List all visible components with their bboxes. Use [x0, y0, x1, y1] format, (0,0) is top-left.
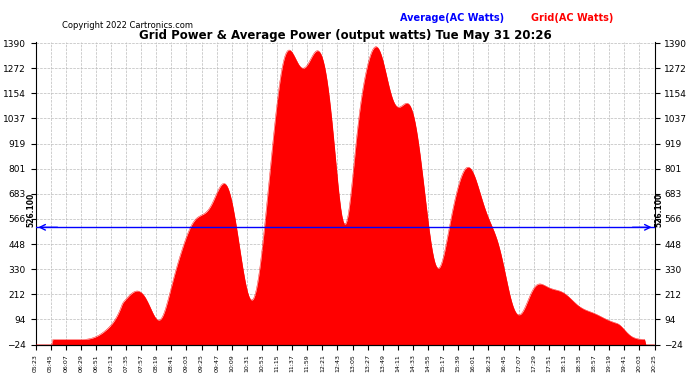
Title: Grid Power & Average Power (output watts) Tue May 31 20:26: Grid Power & Average Power (output watts…: [139, 29, 551, 42]
Text: 526.100: 526.100: [655, 193, 664, 227]
Text: Average(AC Watts): Average(AC Watts): [400, 13, 504, 23]
Text: Grid(AC Watts): Grid(AC Watts): [531, 13, 613, 23]
Text: Copyright 2022 Cartronics.com: Copyright 2022 Cartronics.com: [62, 21, 193, 30]
Text: 526.100: 526.100: [26, 193, 35, 227]
